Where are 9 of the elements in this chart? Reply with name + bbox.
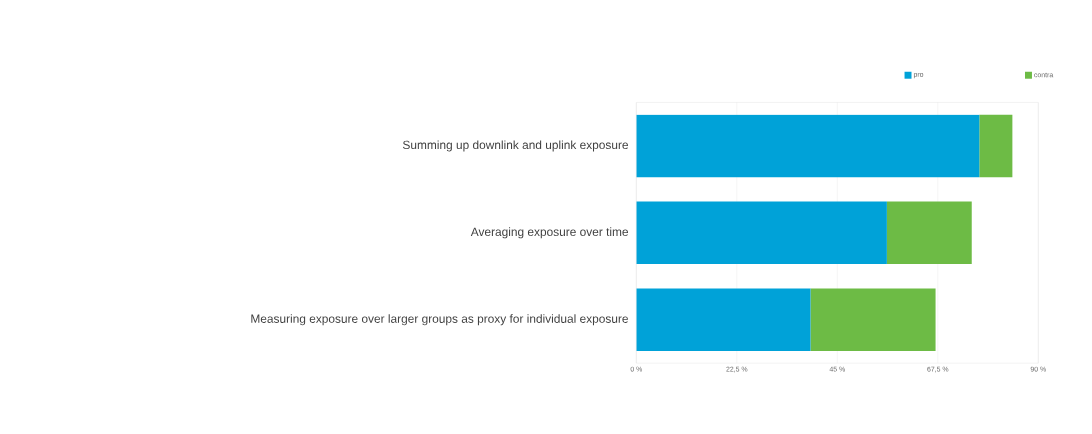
y-tick-label: Averaging exposure over time <box>470 227 629 239</box>
y-tick-label: Measuring exposure over larger groups as proxy for individual exposure <box>251 314 628 326</box>
bar <box>636 201 887 265</box>
bar <box>886 201 972 265</box>
bar <box>636 114 980 178</box>
y-tick-label: Summing up downlink and uplink exposure <box>402 140 628 152</box>
bar <box>810 288 936 352</box>
bar <box>979 114 1013 178</box>
bar <box>636 288 811 352</box>
